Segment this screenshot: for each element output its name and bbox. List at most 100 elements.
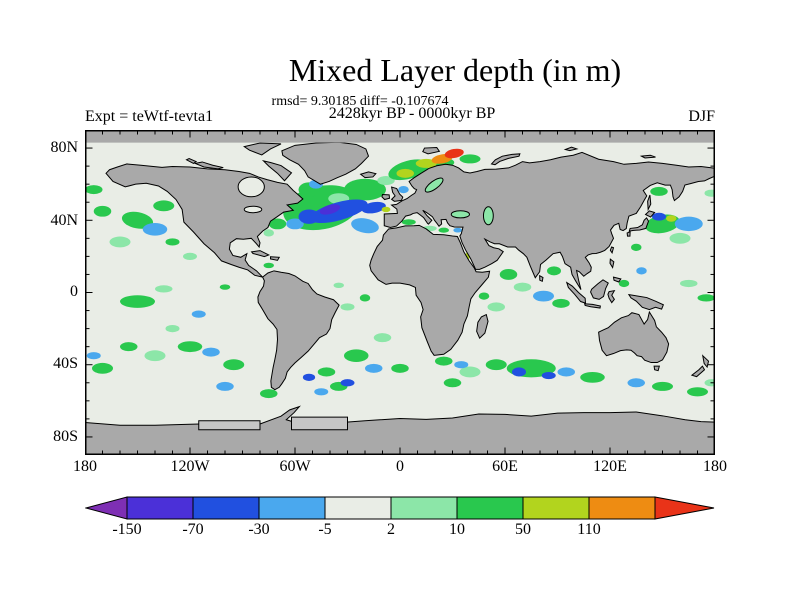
anomaly-patch bbox=[351, 218, 379, 234]
colorbar-label: 50 bbox=[515, 521, 531, 538]
continent-eurasia bbox=[384, 152, 715, 289]
anomaly-patch bbox=[142, 222, 168, 236]
new-zealand-south bbox=[692, 366, 705, 376]
anomaly-patch bbox=[443, 378, 462, 388]
anomaly-patch bbox=[340, 303, 355, 311]
anomaly-patch bbox=[618, 279, 630, 288]
colorbar-segment bbox=[456, 496, 524, 520]
x-tick-label: 180 bbox=[703, 458, 727, 475]
anomaly-patch bbox=[669, 232, 691, 244]
x-tick-label: 60E bbox=[492, 458, 518, 475]
novaya-zemlya bbox=[492, 154, 520, 165]
x-tick-label: 0 bbox=[396, 458, 404, 475]
colorbar-label: -5 bbox=[318, 521, 332, 538]
anomaly-patch bbox=[177, 341, 203, 353]
anomaly-patch bbox=[165, 238, 180, 246]
svalbard bbox=[423, 148, 440, 154]
anomaly-patch bbox=[153, 200, 175, 212]
borneo bbox=[591, 280, 609, 300]
anomaly-patch bbox=[499, 269, 518, 280]
world-map bbox=[85, 129, 719, 455]
victoria-island bbox=[195, 162, 223, 169]
anomaly-patch bbox=[155, 285, 173, 293]
anomaly-patch bbox=[92, 362, 113, 374]
x-tick-label: 120E bbox=[593, 458, 627, 475]
anomaly-patch bbox=[373, 333, 392, 343]
hispaniola bbox=[271, 257, 280, 261]
y-tick-label: 80N bbox=[50, 139, 78, 156]
taiwan bbox=[610, 247, 613, 253]
anomaly-patch bbox=[298, 209, 320, 224]
x-tick-label: 120W bbox=[170, 458, 210, 475]
anomaly-patch bbox=[487, 302, 505, 312]
anomaly-patch bbox=[263, 262, 274, 269]
hokkaido bbox=[646, 211, 655, 217]
anomaly-patch bbox=[513, 282, 532, 292]
anomaly-patch bbox=[319, 204, 341, 215]
anomaly-patch bbox=[459, 366, 481, 378]
colorbar-label: -30 bbox=[248, 521, 270, 538]
anomaly-patch bbox=[478, 292, 490, 300]
stats-line: rmsd= 9.30185 diff= -0.107674 bbox=[271, 94, 449, 109]
y-tick-label: 40S bbox=[53, 355, 78, 372]
colorbar-segment bbox=[258, 496, 326, 520]
anomaly-patch bbox=[415, 158, 437, 168]
y-tick-label: 40N bbox=[50, 212, 78, 229]
anomaly-patch bbox=[636, 267, 647, 275]
axis-tick-layer bbox=[85, 132, 715, 454]
anomaly-patch bbox=[454, 361, 469, 369]
honshu bbox=[629, 218, 648, 231]
land-layer bbox=[85, 129, 715, 455]
anomaly-patch bbox=[286, 218, 304, 230]
period-line: 2428kyr BP - 0000kyr BP bbox=[328, 105, 496, 122]
colorbar-segment bbox=[84, 496, 128, 520]
anomaly-patch bbox=[109, 236, 131, 248]
anomaly-patch bbox=[86, 352, 101, 360]
anomaly-patch bbox=[344, 178, 386, 201]
colorbar-segment bbox=[126, 496, 194, 520]
hudson-bay bbox=[238, 177, 264, 197]
baltic-sea bbox=[423, 176, 445, 195]
caspian-sea bbox=[483, 207, 493, 225]
madagascar bbox=[477, 315, 488, 339]
britain bbox=[392, 187, 403, 201]
severnaya-zemlya bbox=[565, 147, 576, 150]
new-siberian-islands bbox=[642, 155, 656, 158]
sulawesi bbox=[608, 291, 614, 303]
anomaly-patch bbox=[485, 359, 507, 371]
anomaly-patch bbox=[144, 350, 166, 362]
anomaly-patch bbox=[650, 186, 668, 196]
colorbar-label: 10 bbox=[449, 521, 465, 538]
map-canvas bbox=[85, 129, 719, 455]
colorbar-bar bbox=[84, 496, 715, 520]
anomaly-patch bbox=[183, 252, 197, 260]
anomaly-patch bbox=[435, 356, 453, 366]
anomaly-patch bbox=[666, 215, 677, 222]
y-tick-label: 80S bbox=[53, 428, 78, 445]
anomaly-patch bbox=[317, 367, 336, 377]
anomaly-patch bbox=[381, 206, 391, 213]
map-frame bbox=[86, 131, 715, 455]
anomaly-patch bbox=[552, 298, 570, 308]
anomaly-patch bbox=[533, 290, 554, 302]
baffin-island bbox=[264, 161, 292, 181]
anomaly-patch bbox=[333, 282, 344, 288]
ellesmere-island bbox=[244, 143, 281, 155]
anomaly-patch bbox=[697, 294, 715, 302]
new-guinea bbox=[629, 295, 663, 310]
ice-shelf-block bbox=[292, 417, 348, 430]
new-zealand-north bbox=[703, 356, 709, 367]
anomaly-patch bbox=[459, 154, 481, 164]
colorbar-label: 2 bbox=[387, 521, 395, 538]
anomaly-patch bbox=[359, 294, 371, 302]
anomaly-patch bbox=[398, 185, 409, 194]
anomaly-patch bbox=[365, 363, 383, 373]
anomaly-patch bbox=[444, 148, 464, 159]
anomaly-patch bbox=[302, 373, 316, 381]
anomaly-patch bbox=[223, 359, 245, 371]
continent-africa bbox=[370, 225, 490, 355]
luzon bbox=[610, 259, 614, 267]
banks-island bbox=[187, 159, 197, 164]
experiment-label: Expt = teWtf-tevta1 bbox=[85, 108, 214, 125]
